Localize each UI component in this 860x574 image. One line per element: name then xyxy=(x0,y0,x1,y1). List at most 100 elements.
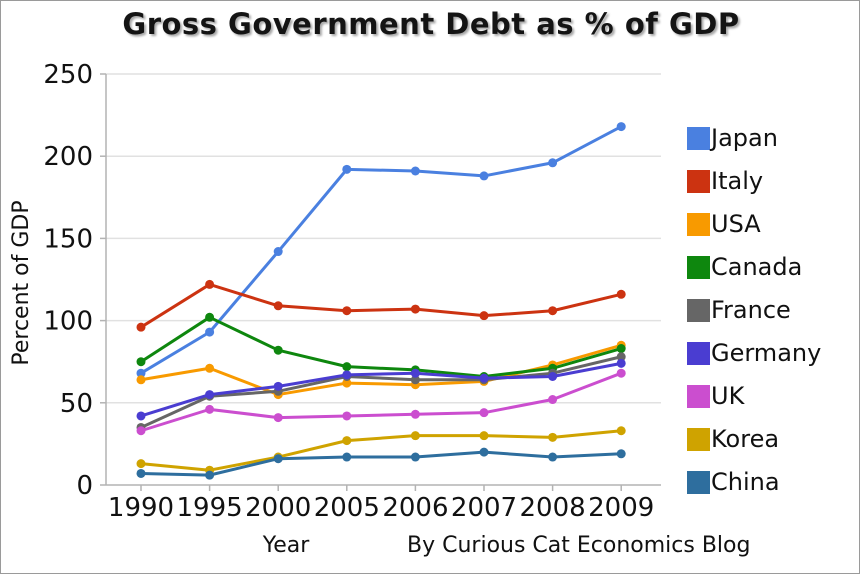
data-point-japan-2007 xyxy=(479,171,489,181)
legend-item-italy: Italy xyxy=(687,167,821,195)
data-point-china-2006 xyxy=(410,452,420,462)
data-point-uk-2007 xyxy=(479,408,489,418)
legend-swatch-icon xyxy=(687,342,710,365)
data-point-germany-2008 xyxy=(548,371,558,381)
data-point-china-1990 xyxy=(136,468,146,478)
legend-label: Italy xyxy=(711,167,764,195)
x-tick-label: 2006 xyxy=(382,493,448,523)
series-line-france xyxy=(139,355,623,429)
x-tick-label: 2008 xyxy=(520,493,586,523)
data-point-korea-2009 xyxy=(616,426,626,436)
data-point-china-2005 xyxy=(342,452,352,462)
series-line-korea xyxy=(139,429,623,472)
data-point-canada-1990 xyxy=(136,357,146,367)
data-point-italy-2000 xyxy=(273,301,283,311)
data-point-canada-2000 xyxy=(273,345,283,355)
data-point-germany-2005 xyxy=(342,370,352,380)
data-point-italy-2007 xyxy=(479,311,489,321)
data-point-japan-1990 xyxy=(136,368,146,378)
data-point-usa-1995 xyxy=(205,363,215,373)
legend-swatch-icon xyxy=(687,471,710,494)
legend-item-france: France xyxy=(687,296,821,324)
data-point-korea-2008 xyxy=(548,432,558,442)
legend-item-canada: Canada xyxy=(687,253,821,281)
data-point-usa-1990 xyxy=(136,375,146,385)
x-tick-label: 1995 xyxy=(177,493,243,523)
series-line-china xyxy=(139,450,623,477)
data-point-korea-2007 xyxy=(479,431,489,441)
data-point-china-2000 xyxy=(273,454,283,464)
y-tick-label: 0 xyxy=(76,471,93,501)
legend-item-korea: Korea xyxy=(687,425,821,453)
data-point-uk-2005 xyxy=(342,411,352,421)
data-point-italy-2005 xyxy=(342,306,352,316)
y-tick-label: 200 xyxy=(43,142,93,172)
legend-label: USA xyxy=(711,210,761,238)
series-line-italy xyxy=(139,282,623,329)
data-point-china-2007 xyxy=(479,447,489,457)
data-point-japan-2005 xyxy=(342,164,352,174)
series-line-usa xyxy=(139,343,623,397)
data-point-canada-1995 xyxy=(205,312,215,322)
series-line-japan xyxy=(139,125,623,375)
y-tick-label: 100 xyxy=(43,307,93,337)
legend-swatch-icon xyxy=(687,256,710,279)
data-point-japan-2009 xyxy=(616,122,626,132)
legend-label: UK xyxy=(711,382,745,410)
data-point-korea-2006 xyxy=(410,431,420,441)
data-point-germany-2009 xyxy=(616,358,626,368)
x-tick-label: 2000 xyxy=(245,493,311,523)
x-tick-label: 1990 xyxy=(108,493,174,523)
y-tick-label: 150 xyxy=(43,224,93,254)
legend-label: France xyxy=(711,296,791,324)
legend-swatch-icon xyxy=(687,127,710,150)
data-point-italy-2006 xyxy=(410,304,420,314)
data-point-uk-2009 xyxy=(616,368,626,378)
x-tick-label: 2007 xyxy=(451,493,517,523)
x-tick-label: 2009 xyxy=(588,493,654,523)
x-tick-label: 2005 xyxy=(314,493,380,523)
data-point-korea-2005 xyxy=(342,436,352,446)
data-point-china-2009 xyxy=(616,449,626,459)
y-tick-label: 250 xyxy=(43,60,93,90)
legend-label: Germany xyxy=(711,339,822,367)
data-point-china-2008 xyxy=(548,452,558,462)
data-point-korea-1990 xyxy=(136,459,146,469)
data-point-japan-2008 xyxy=(548,158,558,168)
data-point-italy-2008 xyxy=(548,306,558,316)
data-point-italy-1990 xyxy=(136,322,146,332)
data-point-france-2006 xyxy=(410,375,420,385)
data-point-germany-2000 xyxy=(273,381,283,391)
legend-swatch-icon xyxy=(687,170,710,193)
legend-item-japan: Japan xyxy=(687,124,821,152)
data-point-germany-2007 xyxy=(479,373,489,383)
series-line-canada xyxy=(139,315,623,378)
data-point-uk-2008 xyxy=(548,395,558,405)
legend-label: Korea xyxy=(711,425,780,453)
legend-item-china: China xyxy=(687,468,821,496)
data-point-germany-2006 xyxy=(410,368,420,378)
legend-swatch-icon xyxy=(687,299,710,322)
data-point-japan-1995 xyxy=(205,327,215,337)
legend-item-usa: USA xyxy=(687,210,821,238)
legend-item-germany: Germany xyxy=(687,339,822,367)
y-tick-label: 50 xyxy=(60,389,93,419)
data-point-japan-2006 xyxy=(410,166,420,176)
data-point-germany-1995 xyxy=(205,390,215,400)
x-axis-title: Year xyxy=(262,533,310,558)
data-point-germany-1990 xyxy=(136,411,146,421)
series-line-germany xyxy=(139,361,623,418)
legend-label: China xyxy=(711,468,780,496)
legend-label: Canada xyxy=(711,253,803,281)
legend-label: Japan xyxy=(711,124,778,152)
chart-legend: Japan Italy USA Canada France Germany UK Korea C… xyxy=(687,124,822,496)
data-point-uk-2006 xyxy=(410,409,420,419)
data-point-france-2009 xyxy=(616,352,626,362)
y-axis-title: Percent of GDP xyxy=(9,200,34,366)
legend-item-uk: UK xyxy=(687,382,821,410)
data-point-china-1995 xyxy=(205,470,215,480)
legend-swatch-icon xyxy=(687,428,710,451)
data-point-uk-2000 xyxy=(273,413,283,423)
